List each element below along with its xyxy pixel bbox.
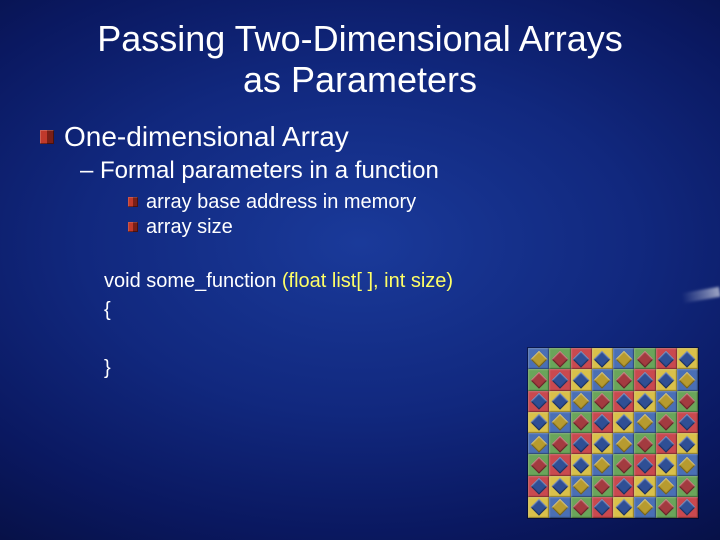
pattern-cell: [656, 348, 677, 369]
pattern-cell: [571, 391, 592, 412]
pattern-cell: [613, 348, 634, 369]
pattern-cell: [613, 497, 634, 518]
bullet-l3b-text: array size: [146, 216, 233, 239]
pattern-cell: [677, 476, 698, 497]
pattern-cell: [613, 412, 634, 433]
pattern-cell: [613, 454, 634, 475]
slide: Passing Two-Dimensional Arrays as Parame…: [0, 0, 720, 540]
pattern-cell: [571, 497, 592, 518]
pattern-cell: [677, 369, 698, 390]
pattern-cell: [549, 391, 570, 412]
pattern-cell: [656, 369, 677, 390]
bullet-l3a-text: array base address in memory: [146, 191, 416, 214]
pattern-cell: [571, 348, 592, 369]
pattern-cell: [549, 369, 570, 390]
pattern-cell: [656, 433, 677, 454]
pattern-cell: [592, 476, 613, 497]
pattern-cell: [677, 348, 698, 369]
pattern-cell: [528, 476, 549, 497]
pattern-cell: [656, 412, 677, 433]
pattern-cell: [613, 369, 634, 390]
pattern-cell: [592, 369, 613, 390]
pattern-cell: [528, 433, 549, 454]
pattern-cell: [656, 476, 677, 497]
pattern-cell: [634, 369, 655, 390]
pattern-cell: [571, 433, 592, 454]
pattern-cell: [634, 497, 655, 518]
slide-content: One-dimensional Array – Formal parameter…: [0, 101, 720, 383]
pattern-cell: [549, 433, 570, 454]
bullet-level-3: array size: [128, 216, 720, 239]
pattern-cell: [634, 433, 655, 454]
pattern-cell: [528, 369, 549, 390]
pattern-cell: [549, 497, 570, 518]
pattern-cell: [592, 497, 613, 518]
pattern-cell: [528, 454, 549, 475]
pattern-cell: [677, 391, 698, 412]
square-bullet-small-icon: [128, 197, 138, 207]
pattern-cell: [549, 454, 570, 475]
pattern-cell: [592, 454, 613, 475]
pattern-cell: [656, 497, 677, 518]
pattern-cell: [634, 454, 655, 475]
pattern-cell: [656, 454, 677, 475]
pattern-cell: [528, 348, 549, 369]
pattern-cell: [571, 454, 592, 475]
pattern-cell: [613, 433, 634, 454]
pattern-cell: [549, 476, 570, 497]
pattern-cell: [571, 369, 592, 390]
pattern-cell: [677, 497, 698, 518]
bullet-level-1: One-dimensional Array: [40, 121, 720, 153]
pattern-cell: [677, 454, 698, 475]
pattern-cell: [613, 391, 634, 412]
code-line-brace-open: {: [104, 296, 720, 325]
pattern-cell: [613, 476, 634, 497]
code-params: (float list[ ], int size): [282, 270, 453, 292]
pattern-cell: [528, 497, 549, 518]
title-line-1: Passing Two-Dimensional Arrays: [97, 18, 623, 59]
pattern-cell: [634, 391, 655, 412]
decorative-pattern-image: [528, 348, 698, 518]
bullet-l1-text: One-dimensional Array: [64, 121, 349, 153]
pattern-cell: [592, 348, 613, 369]
square-bullet-icon: [40, 130, 54, 144]
pattern-cell: [592, 412, 613, 433]
pattern-cell: [592, 391, 613, 412]
pattern-cell: [656, 391, 677, 412]
slide-title: Passing Two-Dimensional Arrays as Parame…: [0, 18, 720, 101]
code-line-signature: void some_function (float list[ ], int s…: [104, 267, 720, 296]
pattern-cell: [528, 391, 549, 412]
title-line-2: as Parameters: [243, 59, 477, 100]
pattern-cell: [571, 476, 592, 497]
square-bullet-small-icon: [128, 222, 138, 232]
pattern-cell: [528, 412, 549, 433]
bullet-l2-text: – Formal parameters in a function: [80, 157, 439, 184]
pattern-cell: [549, 348, 570, 369]
pattern-cell: [634, 348, 655, 369]
pattern-cell: [571, 412, 592, 433]
pattern-cell: [634, 412, 655, 433]
bullet-level-3: array base address in memory: [128, 191, 720, 214]
pattern-cell: [677, 433, 698, 454]
code-fn: void some_function: [104, 270, 282, 292]
pattern-cell: [634, 476, 655, 497]
pattern-cell: [677, 412, 698, 433]
pattern-cell: [592, 433, 613, 454]
pattern-cell: [549, 412, 570, 433]
bullet-level-2: – Formal parameters in a function: [80, 157, 720, 185]
